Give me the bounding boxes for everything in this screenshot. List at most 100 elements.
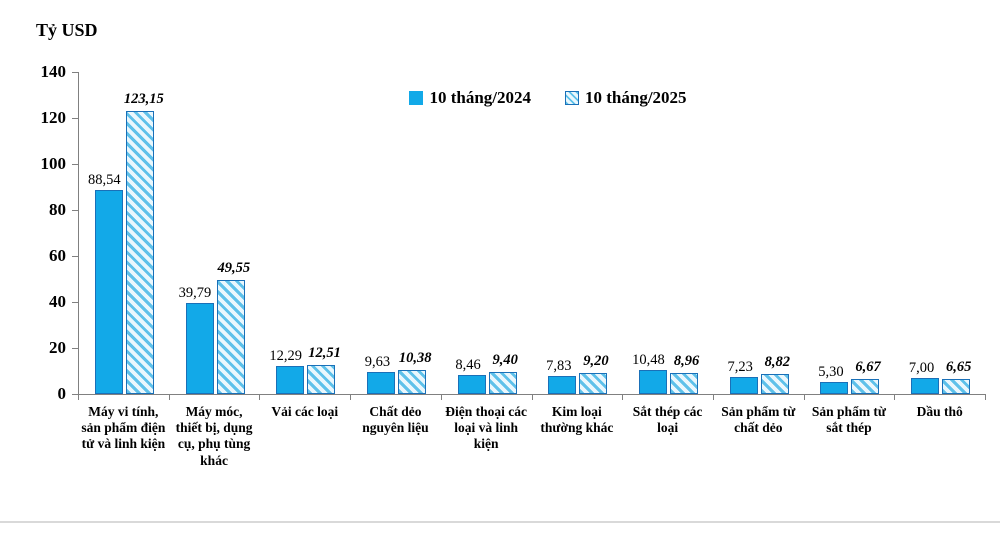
bar-group: 7,83 bbox=[546, 358, 577, 394]
bar-value-label: 6,65 bbox=[946, 358, 972, 375]
x-axis-tick bbox=[985, 395, 986, 400]
category-slot: 7,23 8,82 bbox=[714, 72, 805, 394]
x-axis-tick bbox=[531, 395, 533, 400]
bar-2025 bbox=[488, 372, 517, 394]
bar-value-label: 49,55 bbox=[217, 260, 251, 276]
bar-2024 bbox=[366, 371, 395, 394]
y-axis-tick bbox=[72, 118, 78, 119]
y-axis-tick-label: 100 bbox=[40, 154, 67, 173]
bar-group: 5,30 bbox=[818, 364, 849, 394]
category-label: Sản phẩm từ chất dẻo bbox=[721, 404, 796, 436]
bar-2024 bbox=[457, 374, 486, 394]
bar-group: 12,29 bbox=[269, 348, 305, 394]
y-axis-tick bbox=[72, 302, 78, 303]
y-axis-tick-label: 140 bbox=[40, 62, 67, 81]
bar-value-label: 7,23 bbox=[727, 359, 753, 376]
category-label: Chất dẻo nguyên liệu bbox=[362, 404, 429, 436]
bar-value-label: 9,40 bbox=[492, 352, 518, 369]
y-axis-tick-label: 20 bbox=[49, 338, 66, 357]
legend-label-2025: 10 tháng/2025 bbox=[585, 88, 687, 107]
bar-2024 bbox=[185, 302, 214, 394]
bar-group: 10,38 bbox=[397, 350, 432, 394]
bottom-divider bbox=[0, 521, 1000, 523]
bar-value-label: 5,30 bbox=[818, 363, 844, 380]
bar-value-label: 10,48 bbox=[632, 351, 665, 368]
bar-value-label: 8,82 bbox=[764, 353, 790, 370]
bar-2025 bbox=[670, 373, 699, 394]
bar-group: 9,63 bbox=[365, 354, 395, 394]
category-slot: 9,63 10,38 bbox=[351, 72, 442, 394]
x-axis-category-labels: Máy vi tính, sản phẩm điện tử và linh ki… bbox=[78, 404, 985, 469]
bar-2025 bbox=[216, 280, 245, 394]
x-axis-tick bbox=[440, 395, 442, 400]
bar-group: 8,82 bbox=[760, 354, 790, 394]
bar-group: 39,79 bbox=[179, 285, 214, 394]
bar-2025 bbox=[851, 378, 880, 394]
category-slot: 7,83 9,20 bbox=[533, 72, 624, 394]
legend-item-2024: 10 tháng/2024 bbox=[409, 88, 531, 108]
bar-value-label: 12,29 bbox=[269, 347, 302, 364]
y-axis-tick bbox=[72, 210, 78, 211]
bar-group: 123,15 bbox=[124, 91, 164, 394]
x-axis-tick bbox=[168, 395, 170, 400]
bar-group: 12,51 bbox=[307, 345, 341, 394]
bar-value-label: 123,15 bbox=[123, 90, 164, 107]
bar-value-label: 88,54 bbox=[87, 172, 121, 189]
bar-group: 7,23 bbox=[728, 359, 758, 394]
x-axis-tick bbox=[712, 395, 714, 400]
bar-2025 bbox=[307, 365, 336, 394]
legend-label-2024: 10 tháng/2024 bbox=[429, 88, 531, 107]
bar-2025 bbox=[579, 372, 608, 394]
category-label: Sản phẩm từ sắt thép bbox=[811, 404, 887, 436]
y-axis-tick-label: 60 bbox=[49, 246, 66, 265]
bar-value-label: 8,96 bbox=[673, 353, 700, 370]
bar-group: 49,55 bbox=[216, 260, 250, 394]
category-slot: 12,29 12,51 bbox=[260, 72, 351, 394]
category-slot: 88,54 123,15 bbox=[79, 72, 170, 394]
category-slot: 8,46 9,40 bbox=[442, 72, 533, 394]
legend-swatch-solid-icon bbox=[409, 91, 424, 105]
y-axis-tick-label: 40 bbox=[49, 292, 66, 311]
bar-2024 bbox=[911, 377, 940, 394]
y-axis-tick bbox=[72, 256, 78, 257]
category-label: Vải các loại bbox=[271, 404, 339, 419]
y-axis-tick-label: 120 bbox=[40, 108, 67, 127]
bar-group: 7,00 bbox=[909, 360, 940, 394]
bar-group: 9,20 bbox=[579, 353, 609, 394]
bar-2024 bbox=[94, 190, 123, 394]
category-label: Dầu thô bbox=[916, 404, 963, 419]
category-label: Điện thoại các loại và linh kiện bbox=[445, 404, 528, 452]
x-axis-tick bbox=[259, 395, 261, 400]
bar-value-label: 9,20 bbox=[583, 352, 609, 369]
category-slot: 7,00 6,65 bbox=[895, 72, 986, 394]
bar-group: 10,48 bbox=[632, 352, 668, 394]
bar-group: 8,46 bbox=[455, 357, 486, 394]
y-axis-unit-label: Tỷ USD bbox=[36, 20, 98, 40]
category-label: Máy vi tính, sản phẩm điện tử và linh ki… bbox=[81, 404, 166, 452]
bar-group: 88,54 bbox=[88, 172, 123, 394]
y-axis-tick-label: 80 bbox=[49, 200, 66, 219]
x-axis-tick bbox=[78, 395, 79, 400]
bar-group: 8,96 bbox=[670, 353, 699, 394]
x-axis-tick bbox=[350, 395, 352, 400]
bar-group: 6,67 bbox=[851, 359, 881, 394]
bar-value-label: 10,38 bbox=[398, 350, 432, 367]
y-axis-tick bbox=[72, 394, 78, 395]
category-slot: 10,48 8,96 bbox=[623, 72, 714, 394]
y-axis-tick bbox=[72, 164, 78, 165]
bar-value-label: 12,51 bbox=[308, 345, 341, 362]
bar-2024 bbox=[548, 376, 577, 394]
bar-value-label: 8,46 bbox=[455, 356, 481, 373]
chart-legend: 10 tháng/2024 10 tháng/2025 bbox=[96, 88, 1000, 108]
bar-2025 bbox=[397, 370, 426, 394]
y-axis-tick bbox=[72, 72, 78, 73]
plot-area: 88,54 123,15 39,79 49,55 12,29 12,51 9,63 10,38… bbox=[72, 72, 986, 400]
legend-swatch-hatched-icon bbox=[565, 91, 579, 105]
bar-2025 bbox=[760, 373, 789, 394]
category-label: Sắt thép các loại bbox=[632, 404, 703, 436]
x-axis-tick bbox=[622, 395, 624, 400]
y-axis-tick bbox=[72, 348, 78, 349]
bar-group: 6,65 bbox=[942, 359, 971, 394]
category-label: Máy móc, thiết bị, dụng cụ, phụ tùng khá… bbox=[175, 404, 253, 468]
